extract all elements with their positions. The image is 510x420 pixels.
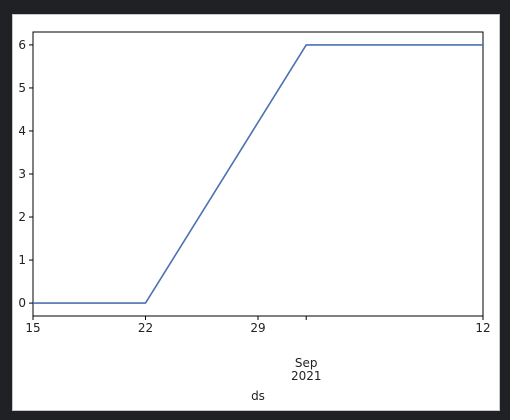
x-tick-label: 15 <box>25 321 40 335</box>
y-axis: 0 1 2 3 4 5 6 <box>18 38 33 310</box>
x-tick-label: 12 <box>475 321 490 335</box>
x-tick-label: Sep <box>295 356 318 370</box>
y-tick-label: 0 <box>18 296 26 310</box>
y-tick-label: 5 <box>18 81 26 95</box>
x-tick-sublabel: 2021 <box>291 369 322 383</box>
y-tick-label: 6 <box>18 38 26 52</box>
series-group <box>33 44 483 304</box>
x-tick-label: 29 <box>250 321 265 335</box>
y-tick-label: 1 <box>18 253 26 267</box>
y-tick-label: 2 <box>18 210 26 224</box>
y-tick-label: 3 <box>18 167 26 181</box>
y-tick-label: 4 <box>18 124 26 138</box>
x-tick-label: 22 <box>138 321 153 335</box>
series-line-1 <box>33 44 483 304</box>
x-axis-label: ds <box>251 389 265 403</box>
plot-area <box>32 31 484 317</box>
